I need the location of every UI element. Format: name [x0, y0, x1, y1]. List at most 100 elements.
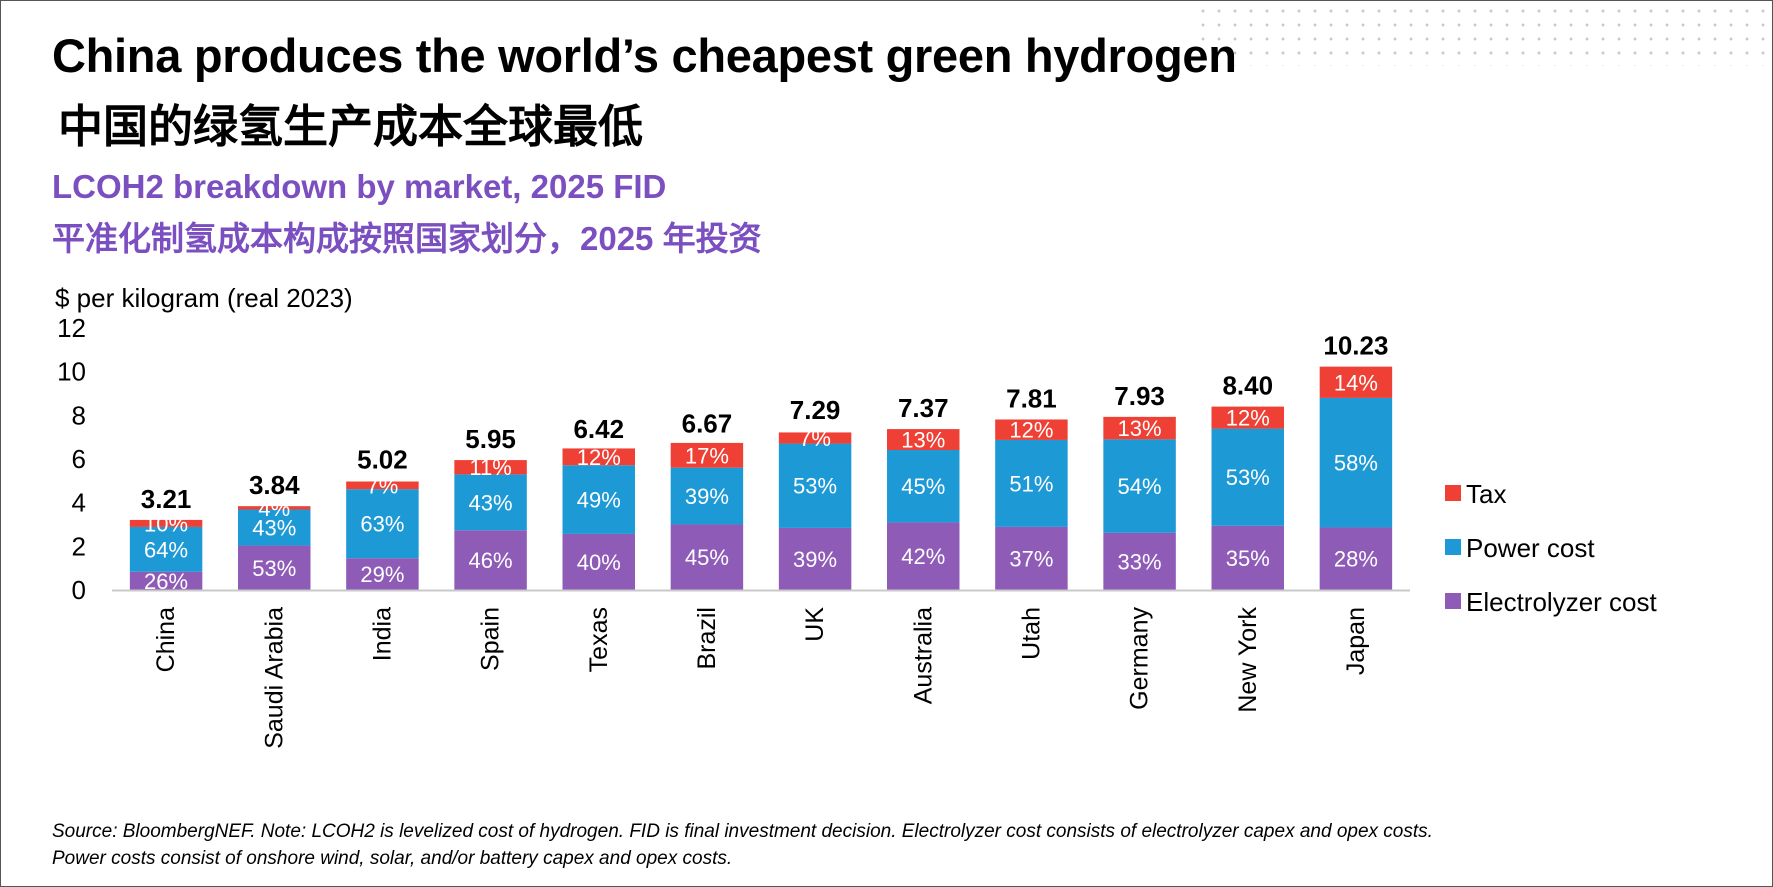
data-label-electrolyzer-cost: 33%: [1118, 549, 1162, 574]
bar-segment-electrolyzer-cost: [562, 533, 635, 590]
bar-segment-electrolyzer-cost: [1103, 532, 1176, 590]
bar-segment-power-cost: [778, 443, 852, 528]
data-label-power-cost: 49%: [577, 488, 621, 513]
data-label-tax: 4%: [258, 496, 290, 521]
bar-segment-power-cost: [346, 489, 419, 559]
data-label-electrolyzer-cost: 45%: [685, 545, 729, 570]
data-label-electrolyzer-cost: 37%: [1009, 546, 1053, 571]
data-label-tax: 17%: [685, 443, 729, 468]
x-category-label: Spain: [477, 607, 505, 671]
data-label-power-cost: 45%: [901, 474, 945, 499]
y-tick-label: 6: [72, 444, 86, 474]
total-value-label: 8.40: [1222, 371, 1273, 401]
bar-segment-electrolyzer-cost: [887, 522, 960, 590]
data-label-electrolyzer-cost: 42%: [901, 544, 945, 569]
bar-segment-power-cost: [995, 439, 1068, 527]
bar-segment-electrolyzer-cost: [995, 526, 1068, 590]
data-label-tax: 11%: [469, 455, 511, 480]
bar-segment-tax: [1319, 366, 1393, 398]
data-label-power-cost: 64%: [144, 537, 188, 562]
data-label-electrolyzer-cost: 29%: [360, 562, 404, 587]
y-tick-label: 12: [57, 313, 86, 343]
data-label-tax: 13%: [1118, 416, 1162, 441]
x-category-label: Brazil: [693, 607, 721, 670]
bar-segment-electrolyzer-cost: [238, 545, 311, 590]
bar-segment-power-cost: [562, 465, 635, 534]
total-value-label: 7.29: [790, 395, 841, 425]
x-category-label: Australia: [909, 607, 937, 704]
data-label-power-cost: 43%: [469, 490, 513, 515]
data-label-tax: 14%: [1334, 370, 1378, 395]
data-label-tax: 7%: [367, 473, 399, 498]
bar-segment-tax: [995, 419, 1068, 440]
bar-segment-electrolyzer-cost: [1319, 527, 1393, 590]
x-category-label: New York: [1234, 607, 1262, 713]
bar-segment-power-cost: [129, 526, 203, 572]
y-tick-label: 0: [72, 575, 86, 605]
bar-segment-tax: [670, 442, 744, 468]
data-label-power-cost: 53%: [1226, 465, 1270, 490]
bar-segment-power-cost: [1103, 439, 1176, 533]
total-value-label: 7.37: [898, 393, 949, 423]
legend-swatch-power-cost: [1445, 539, 1461, 555]
bar-segment-power-cost: [887, 450, 960, 523]
total-value-label: 10.23: [1323, 331, 1388, 361]
bar-segment-tax: [346, 481, 419, 490]
x-category-label: Utah: [1017, 607, 1045, 660]
data-label-electrolyzer-cost: 46%: [469, 548, 513, 573]
x-category-label: Japan: [1342, 607, 1370, 675]
bar-segment-electrolyzer-cost: [670, 524, 744, 590]
bar-segment-power-cost: [238, 509, 311, 546]
bar-segment-tax: [1211, 406, 1284, 429]
x-category-label: China: [152, 607, 180, 672]
bar-segment-tax: [238, 506, 311, 510]
x-category-label: Germany: [1126, 607, 1154, 710]
bar-segment-power-cost: [1211, 428, 1284, 526]
bar-segment-electrolyzer-cost: [346, 558, 419, 590]
y-tick-label: 8: [72, 400, 86, 430]
x-category-label: Saudi Arabia: [260, 607, 288, 749]
data-label-electrolyzer-cost: 53%: [252, 556, 296, 581]
total-value-label: 7.81: [1006, 383, 1057, 413]
data-label-tax: 10%: [144, 511, 188, 536]
decorative-dot-pattern: [1195, 4, 1770, 66]
bar-segment-tax: [129, 519, 203, 527]
data-label-tax: 12%: [577, 445, 621, 470]
total-value-label: 5.02: [357, 444, 408, 474]
source-note-line-1: Source: BloombergNEF. Note: LCOH2 is lev…: [52, 821, 1433, 842]
data-label-power-cost: 54%: [1118, 474, 1162, 499]
data-label-tax: 13%: [901, 428, 945, 453]
x-category-label: UK: [801, 607, 829, 642]
bar-segment-tax: [1103, 416, 1176, 440]
source-note-line-2: Power costs consist of onshore wind, sol…: [52, 848, 733, 869]
data-label-power-cost: 51%: [1009, 471, 1053, 496]
legend-label-electrolyzer-cost: Electrolyzer cost: [1466, 587, 1657, 617]
total-value-label: 3.21: [141, 484, 192, 514]
legend-label-tax: Tax: [1466, 479, 1506, 509]
y-axis-unit-label: $ per kilogram (real 2023): [55, 283, 353, 313]
data-label-power-cost: 58%: [1334, 451, 1378, 476]
x-category-label: India: [368, 607, 396, 661]
page-title-chinese: 中国的绿氢生产成本全球最低: [58, 101, 644, 152]
data-label-power-cost: 63%: [360, 512, 404, 537]
bar-segment-power-cost: [670, 467, 744, 525]
data-label-electrolyzer-cost: 39%: [793, 547, 837, 572]
bar-segment-power-cost: [454, 474, 527, 531]
page-title-english: China produces the world’s cheapest gree…: [52, 29, 1237, 82]
data-label-tax: 7%: [799, 426, 831, 451]
data-label-tax: 12%: [1009, 418, 1053, 443]
bar-segment-tax: [887, 429, 960, 451]
bar-segment-tax: [562, 448, 635, 466]
total-value-label: 3.84: [249, 470, 300, 500]
chart-subtitle-english: LCOH2 breakdown by market, 2025 FID: [52, 168, 667, 205]
total-value-label: 6.42: [573, 414, 624, 444]
data-label-electrolyzer-cost: 40%: [577, 550, 621, 575]
data-label-electrolyzer-cost: 35%: [1226, 546, 1270, 571]
total-value-label: 6.67: [682, 408, 733, 438]
total-value-label: 5.95: [465, 424, 516, 454]
y-tick-label: 4: [72, 488, 86, 518]
legend-label-power-cost: Power cost: [1466, 533, 1595, 563]
data-label-electrolyzer-cost: 28%: [1334, 547, 1378, 572]
data-label-tax: 12%: [1226, 406, 1270, 431]
